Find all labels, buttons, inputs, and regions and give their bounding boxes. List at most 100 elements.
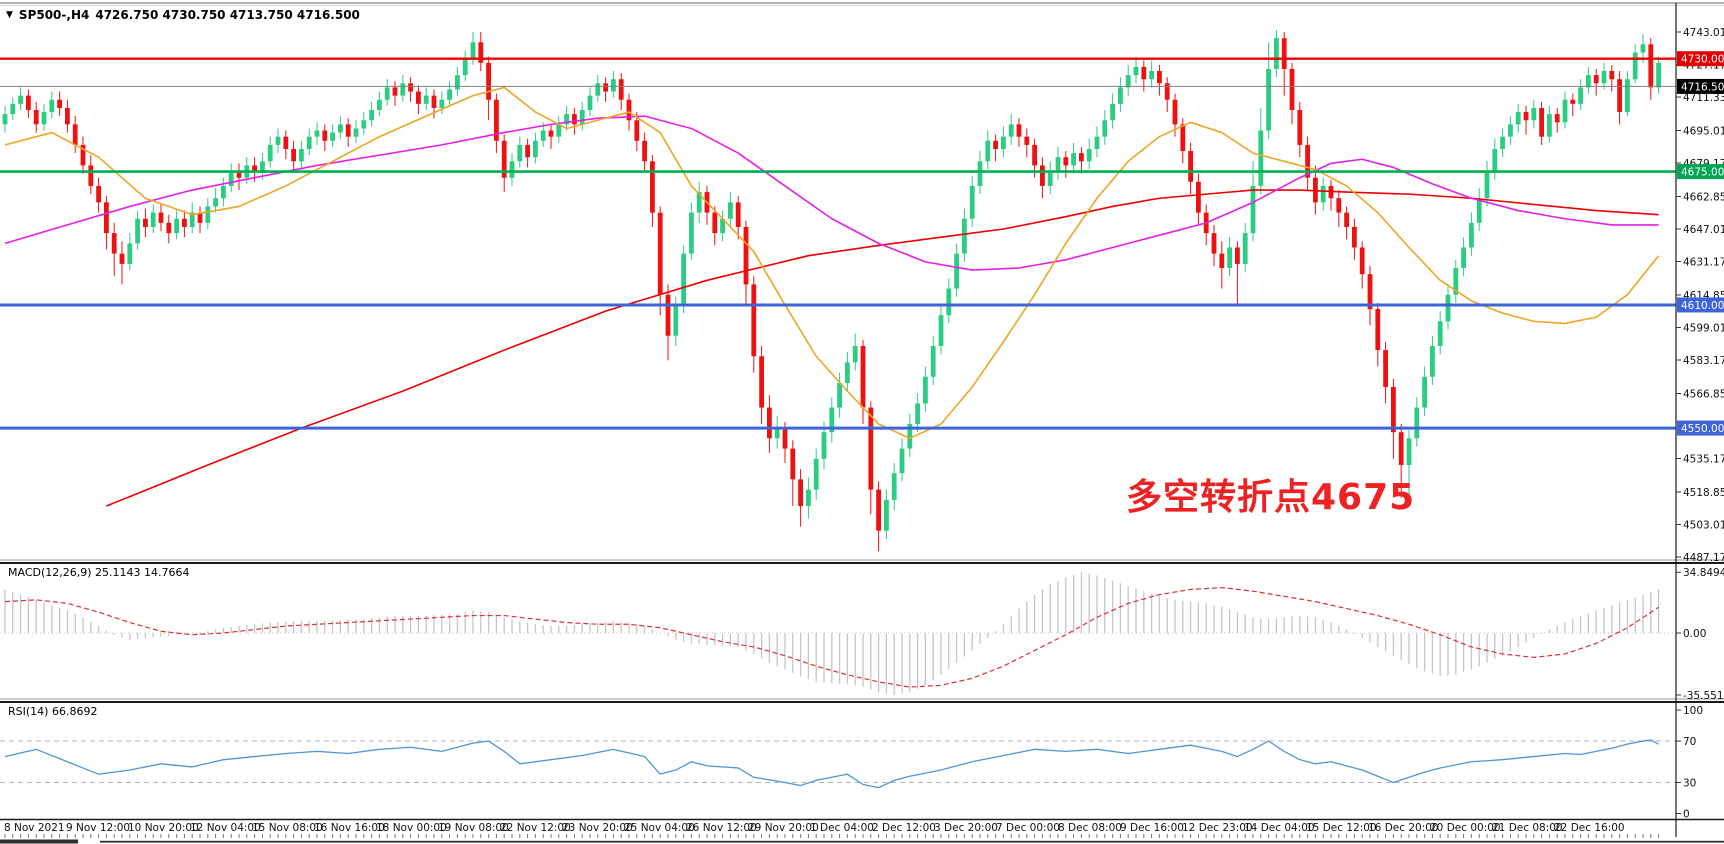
candlestick: [26, 95, 31, 110]
candlestick: [322, 130, 328, 141]
candlestick: [1258, 130, 1264, 186]
candlestick: [182, 218, 187, 227]
candlestick: [267, 144, 273, 162]
chart-text-annotation: 多空转折点4675: [1126, 477, 1416, 518]
price-axis-label: 4518.850: [1683, 487, 1724, 499]
candlestick: [57, 99, 62, 108]
candlestick: [455, 75, 460, 90]
candlestick: [985, 140, 991, 162]
candlestick: [1188, 151, 1193, 182]
time-axis-label: 9 Dec 16:00: [1120, 822, 1184, 834]
macd-name: MACD(12,26,9): [8, 566, 92, 579]
candlestick: [1445, 294, 1451, 322]
candlestick: [1344, 212, 1349, 227]
candlestick: [720, 218, 725, 234]
candlestick: [96, 185, 101, 203]
candlestick: [1008, 124, 1014, 137]
ma-magenta-line: [4, 115, 1659, 271]
candlestick: [1359, 247, 1365, 275]
price-badge: [1677, 164, 1724, 180]
candlestick: [143, 218, 148, 227]
candlestick: [18, 95, 23, 104]
candlestick: [1079, 153, 1084, 162]
candlestick: [1219, 253, 1225, 269]
candlestick: [930, 345, 936, 377]
candlestick: [127, 243, 133, 264]
candlestick: [1180, 124, 1186, 152]
candlestick: [650, 161, 655, 213]
price-badge-text: 4675.000: [1681, 167, 1724, 179]
candlestick: [1531, 107, 1537, 121]
macd-signal-line: [4, 587, 1659, 688]
price-badge-text: 4610.000: [1681, 300, 1724, 312]
scrollbar-track[interactable]: [100, 840, 1724, 843]
time-axis-label: 16 Nov 16:00: [314, 822, 385, 834]
price-badge: [1677, 297, 1724, 313]
candlestick: [837, 382, 842, 408]
candlestick: [1289, 68, 1295, 110]
candlestick: [299, 148, 304, 162]
candlestick: [1586, 75, 1591, 88]
candlestick: [377, 99, 382, 110]
candlestick: [275, 136, 281, 145]
scrollbar-thumb[interactable]: [0, 839, 78, 844]
ma-red-line: [106, 189, 1659, 507]
rsi-axis-label: 100: [1683, 705, 1703, 717]
candlestick: [1024, 136, 1030, 145]
price-axis-label: 4662.850: [1683, 191, 1724, 203]
candlestick: [1461, 247, 1466, 269]
candlestick: [111, 233, 117, 254]
time-axis-label: 9 Nov 12:00: [66, 822, 130, 834]
price-axis-label: 4647.010: [1683, 224, 1724, 236]
macd-indicator-label: MACD(12,26,9) 25.1143 14.7664: [8, 566, 190, 579]
candlestick: [416, 91, 421, 104]
symbol-dropdown-icon[interactable]: ▼: [6, 10, 13, 20]
candlestick: [1352, 226, 1357, 248]
price-axis-label: 4503.010: [1683, 519, 1724, 531]
price-axis-label: 4695.010: [1683, 125, 1724, 137]
candlestick: [634, 120, 640, 141]
candlestick: [1157, 71, 1162, 84]
candlestick: [1570, 99, 1576, 104]
rsi-axis-label: 70: [1683, 736, 1696, 748]
candlestick: [509, 161, 515, 178]
candlestick: [681, 253, 686, 305]
time-axis-label: 29 Nov 20:00: [748, 822, 819, 834]
candlestick: [759, 356, 764, 408]
candlestick: [548, 130, 554, 137]
candlestick: [1297, 109, 1303, 145]
candlestick: [1110, 103, 1115, 121]
candlestick: [525, 144, 530, 158]
time-axis-label: 8 Nov 2021: [4, 822, 65, 834]
candlestick: [314, 130, 320, 137]
candlestick: [1367, 274, 1373, 310]
candlestick: [33, 109, 39, 125]
time-axis-label: 10 Nov 20:00: [128, 822, 199, 834]
candlestick: [361, 120, 367, 129]
candlestick: [166, 222, 172, 234]
candlestick: [431, 95, 437, 108]
candlestick: [1632, 52, 1638, 80]
candlestick: [790, 448, 796, 480]
price-badge: [1677, 420, 1724, 436]
candlestick: [65, 107, 70, 125]
candlestick: [1235, 247, 1240, 264]
candlestick: [88, 165, 94, 186]
candlestick: [1562, 99, 1568, 123]
candlestick: [462, 58, 468, 76]
candlestick: [1118, 87, 1123, 104]
candlestick: [774, 428, 780, 439]
price-axis-label: 4743.010: [1683, 27, 1724, 39]
candlestick: [579, 109, 585, 125]
candlestick: [907, 423, 913, 449]
candlestick: [1656, 62, 1661, 88]
candlestick: [1172, 99, 1178, 125]
candlestick: [260, 161, 265, 172]
candlestick: [283, 136, 289, 149]
candlestick: [611, 79, 616, 92]
candlestick: [665, 294, 671, 336]
candlestick: [1274, 38, 1279, 69]
price-badge-text: 4730.000: [1681, 54, 1724, 66]
candlestick: [829, 407, 835, 433]
